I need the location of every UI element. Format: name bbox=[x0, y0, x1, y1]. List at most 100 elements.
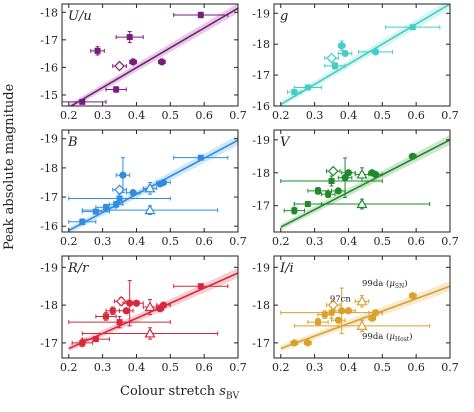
square-marker bbox=[79, 339, 86, 346]
x-tick-label: 0.6 bbox=[195, 361, 213, 374]
open-triangle-marker bbox=[144, 204, 156, 215]
x-tick-label: 0.4 bbox=[340, 235, 358, 248]
data-point bbox=[320, 190, 336, 198]
y-tick-label: -19 bbox=[40, 261, 58, 274]
square-marker bbox=[409, 24, 416, 31]
data-point bbox=[337, 49, 353, 58]
circle-marker bbox=[119, 171, 127, 179]
data-point bbox=[325, 299, 341, 311]
x-tick-label: 0.7 bbox=[441, 109, 459, 122]
data-point bbox=[108, 200, 124, 208]
data-point bbox=[81, 204, 219, 216]
x-tick-label: 0.2 bbox=[60, 235, 78, 248]
data-point bbox=[142, 298, 158, 316]
x-tick-label: 0.3 bbox=[306, 361, 324, 374]
data-point bbox=[105, 306, 121, 316]
panel-band-label: I/i bbox=[279, 261, 294, 276]
x-tick-label: 0.7 bbox=[229, 235, 247, 248]
data-point bbox=[173, 11, 229, 19]
circle-marker bbox=[409, 292, 417, 300]
data-point bbox=[113, 295, 129, 307]
square-marker bbox=[92, 336, 99, 343]
x-tick-label: 0.4 bbox=[128, 361, 146, 374]
data-point bbox=[341, 169, 356, 177]
square-marker bbox=[328, 178, 335, 184]
point-annotation: 99da (μSN) bbox=[362, 278, 408, 290]
open-triangle-marker bbox=[356, 320, 368, 330]
y-tick-label: -17 bbox=[252, 69, 270, 82]
circle-marker bbox=[344, 307, 353, 315]
data-point bbox=[115, 31, 144, 44]
circle-marker bbox=[129, 58, 137, 66]
circle-marker bbox=[122, 307, 130, 315]
square-marker bbox=[109, 307, 116, 314]
y-tick-label: -19 bbox=[252, 261, 270, 274]
circle-marker bbox=[159, 178, 168, 187]
square-marker bbox=[94, 47, 101, 54]
panel-frame bbox=[61, 3, 239, 107]
circle-marker bbox=[304, 339, 312, 347]
data-point bbox=[81, 327, 219, 340]
x-tick-label: 0.5 bbox=[374, 361, 392, 374]
x-tick-label: 0.3 bbox=[306, 109, 324, 122]
panel-band-label: U/u bbox=[68, 9, 92, 24]
data-point bbox=[280, 175, 383, 187]
y-tick-label: -17 bbox=[252, 337, 270, 350]
panel-band-label: g bbox=[280, 9, 288, 24]
x-tick-label: 0.5 bbox=[374, 109, 392, 122]
circle-marker bbox=[341, 49, 349, 58]
panel-frame bbox=[273, 129, 451, 233]
circle-marker bbox=[371, 48, 380, 56]
y-tick-label: -18 bbox=[40, 162, 58, 175]
data-point bbox=[408, 292, 417, 300]
y-tick-label: -17 bbox=[40, 34, 58, 47]
square-marker bbox=[291, 207, 298, 214]
square-marker bbox=[325, 191, 332, 198]
point-annotation: 99da (μHost) bbox=[362, 331, 413, 343]
data-point bbox=[156, 301, 171, 309]
x-tick-label: 0.6 bbox=[407, 361, 425, 374]
x-axis-label: Colour stretch sBV bbox=[120, 384, 239, 402]
data-point bbox=[125, 189, 141, 197]
x-tick-label: 0.5 bbox=[162, 235, 180, 248]
x-tick-label: 0.6 bbox=[195, 235, 213, 248]
x-tick-label: 0.2 bbox=[60, 361, 78, 374]
circle-marker bbox=[371, 170, 380, 179]
x-tick-label: 0.5 bbox=[374, 235, 392, 248]
fit-line bbox=[68, 139, 238, 232]
data-point bbox=[119, 307, 134, 315]
data-point bbox=[173, 154, 229, 161]
y-tick-label: -18 bbox=[40, 6, 58, 19]
square-marker bbox=[103, 313, 109, 320]
y-tick-label: -15 bbox=[40, 89, 58, 102]
panel-frame bbox=[61, 129, 239, 233]
x-tick-label: 0.2 bbox=[272, 109, 290, 122]
x-tick-label: 0.5 bbox=[162, 109, 180, 122]
open-triangle-marker bbox=[144, 182, 156, 193]
circle-marker bbox=[290, 339, 298, 347]
y-tick-label: -17 bbox=[40, 191, 58, 204]
data-point bbox=[68, 218, 97, 226]
fit-line bbox=[280, 139, 450, 228]
circle-marker bbox=[338, 42, 346, 50]
square-marker bbox=[103, 204, 109, 211]
data-point bbox=[331, 187, 346, 195]
x-tick-label: 0.4 bbox=[128, 235, 146, 248]
y-tick-label: -18 bbox=[252, 38, 270, 51]
open-diamond-marker bbox=[327, 299, 339, 311]
data-point bbox=[324, 62, 346, 70]
x-tick-label: 0.2 bbox=[60, 109, 78, 122]
x-tick-label: 0.7 bbox=[441, 235, 459, 248]
data-point bbox=[62, 98, 107, 105]
fit-band bbox=[280, 134, 450, 231]
y-axis-label: Peak absolute magnitude bbox=[2, 83, 17, 250]
data-point bbox=[290, 339, 299, 347]
square-marker bbox=[116, 319, 123, 326]
x-tick-label: 0.7 bbox=[229, 109, 247, 122]
x-tick-label: 0.5 bbox=[162, 361, 180, 374]
square-marker bbox=[79, 218, 86, 225]
open-triangle-marker bbox=[356, 295, 368, 306]
square-marker bbox=[113, 86, 120, 93]
y-tick-label: -17 bbox=[40, 337, 58, 350]
x-tick-label: 0.3 bbox=[94, 361, 112, 374]
